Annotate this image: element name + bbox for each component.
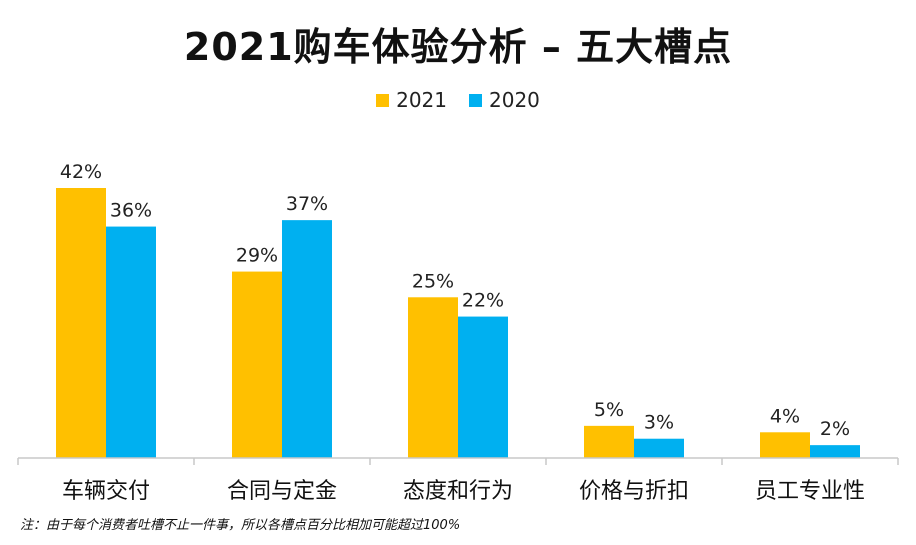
legend-label-2021: 2021 (396, 88, 447, 112)
bar-2021-2 (232, 271, 282, 458)
legend-item-2020: 2020 (469, 88, 540, 112)
legend-swatch-2020 (469, 93, 482, 107)
category-label-2: 合同与定金 (227, 479, 337, 504)
category-label-1: 车辆交付 (62, 479, 150, 504)
data-label-2020-4: 3% (644, 412, 674, 434)
category-label-4: 价格与折扣 (579, 479, 689, 504)
data-label-2020-5: 2% (820, 418, 850, 440)
legend-item-2021: 2021 (376, 88, 447, 112)
bar-2021-3 (408, 297, 458, 458)
data-label-2021-5: 4% (770, 405, 800, 427)
bar-2020-5 (810, 445, 860, 458)
data-label-2021-4: 5% (594, 399, 624, 421)
data-label-2021-2: 29% (236, 245, 278, 267)
category-label-3: 态度和行为 (403, 479, 513, 504)
bar-2020-1 (106, 226, 156, 458)
data-label-2020-3: 22% (462, 290, 504, 312)
bar-2021-5 (760, 432, 810, 458)
bar-2021-4 (584, 425, 634, 458)
chart-legend: 2021 2020 (0, 88, 916, 112)
bar-2020-4 (634, 438, 684, 458)
legend-swatch-2021 (376, 93, 390, 107)
bar-2020-2 (282, 220, 332, 458)
bar-2021-1 (56, 188, 106, 458)
category-label-5: 员工专业性 (755, 479, 865, 504)
chart-title: 2021购车体验分析 – 五大槽点 (183, 25, 733, 69)
data-label-2020-1: 36% (110, 200, 152, 222)
data-label-2021-1: 42% (60, 161, 102, 183)
legend-label-2020: 2020 (489, 88, 540, 112)
bar-2020-3 (458, 316, 508, 458)
data-label-2020-2: 37% (286, 193, 328, 215)
data-label-2021-3: 25% (412, 270, 454, 292)
footnote: 注：由于每个消费者吐槽不止一件事，所以各槽点百分比相加可能超过100% (20, 518, 461, 533)
